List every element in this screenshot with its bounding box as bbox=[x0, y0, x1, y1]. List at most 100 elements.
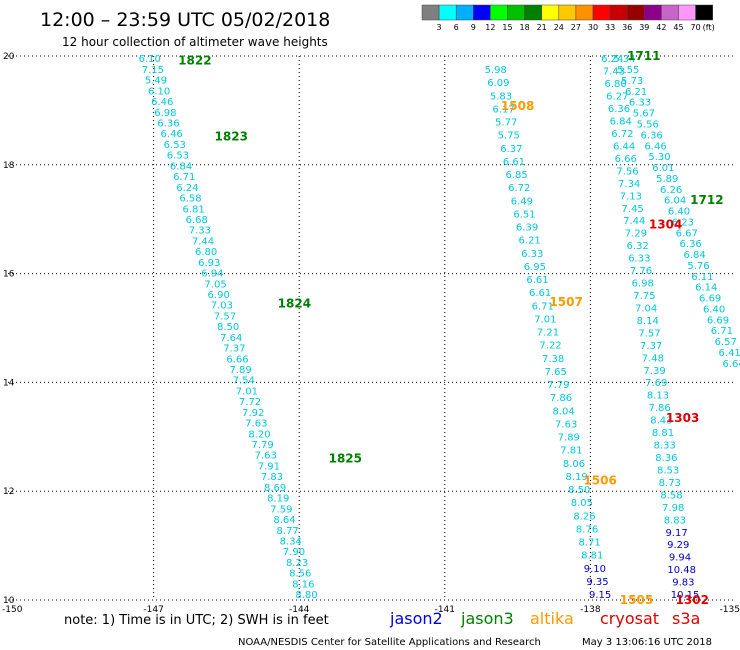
y-tick-label: 12 bbox=[3, 487, 14, 497]
colorbar-swatch bbox=[490, 4, 508, 21]
legend-altika: altika bbox=[530, 609, 574, 628]
wave-height-value: 8.50 bbox=[568, 485, 590, 496]
colorbar-tick: 3 bbox=[437, 23, 442, 32]
wave-height-value: 8.13 bbox=[647, 391, 669, 402]
colorbar-tick: 9 bbox=[471, 23, 476, 32]
wave-height-value: 8.06 bbox=[563, 459, 585, 470]
wave-height-value: 8.64 bbox=[273, 515, 295, 526]
wave-height-value: 8.81 bbox=[652, 428, 674, 439]
wave-height-value: 6.14 bbox=[695, 283, 717, 294]
colorbar-tick: 33 bbox=[605, 23, 615, 32]
colorbar-tick: 39 bbox=[639, 23, 649, 32]
wave-height-value: 6.40 bbox=[703, 304, 725, 315]
wave-height-value: 8.76 bbox=[576, 524, 598, 535]
wave-height-value: 7.92 bbox=[242, 408, 264, 419]
wave-height-value: 7.01 bbox=[236, 386, 258, 397]
colorbar-swatch bbox=[644, 4, 662, 21]
wave-height-value: 7.48 bbox=[642, 353, 664, 364]
wave-height-value: 6.61 bbox=[529, 288, 551, 299]
x-tick-label: -141 bbox=[435, 605, 455, 615]
orbit-time-label: 1508 bbox=[501, 99, 534, 113]
wave-height-value: 7.13 bbox=[620, 191, 642, 202]
wave-height-value: 9.29 bbox=[667, 540, 689, 551]
orbit-time-label: 1506 bbox=[583, 473, 616, 487]
wave-height-value: 6.17 bbox=[492, 104, 514, 115]
y-tick-label: 14 bbox=[3, 378, 15, 388]
wave-height-value: 8.16 bbox=[292, 579, 314, 590]
wave-height-value: 6.36 bbox=[608, 104, 630, 115]
wave-height-value: 6.64 bbox=[722, 359, 740, 370]
wave-height-value: 7.63 bbox=[245, 419, 267, 430]
wave-height-value: 7.54 bbox=[233, 376, 255, 387]
plot-grid bbox=[8, 55, 736, 601]
wave-height-value: 8.20 bbox=[248, 429, 270, 440]
colorbar-swatch bbox=[695, 4, 713, 21]
wave-height-tracks: 6.107.155.496.106.466.986.366.466.536.53… bbox=[139, 54, 740, 601]
wave-height-value: 7.56 bbox=[616, 166, 638, 177]
colorbar-swatch bbox=[575, 4, 594, 21]
orbit-time-label: 1823 bbox=[215, 130, 248, 144]
colorbar-tick: 30 bbox=[588, 23, 598, 32]
chart-subtitle: 12 hour collection of altimeter wave hei… bbox=[62, 35, 328, 49]
colorbar-swatch bbox=[507, 4, 525, 21]
wave-height-value: 6.23 bbox=[672, 217, 694, 228]
wave-height-value: 7.37 bbox=[640, 341, 662, 352]
wave-height-value: 6.94 bbox=[201, 269, 223, 280]
colorbar-swatch bbox=[524, 4, 542, 21]
axis-labels: -150 -147 -144 -141 -138 -135 10 12 14 16 18 20 bbox=[2, 52, 740, 615]
wave-height-value: 6.01 bbox=[652, 163, 674, 174]
x-tick-label: -147 bbox=[143, 605, 163, 615]
credit-line: NOAA/NESDIS Center for Satellite Applica… bbox=[238, 637, 541, 648]
wave-height-value: 6.84 bbox=[170, 161, 192, 172]
wave-height-value: 7.63 bbox=[255, 451, 277, 462]
wave-height-value: 8.05 bbox=[571, 498, 593, 509]
x-tick-label: -144 bbox=[289, 605, 310, 615]
wave-height-value: 10.15 bbox=[671, 590, 700, 601]
wave-height-value: 7.79 bbox=[251, 440, 273, 451]
wave-height-value: 6.27 bbox=[606, 92, 628, 103]
wave-height-value: 8.71 bbox=[579, 538, 601, 549]
wave-height-value: 5.98 bbox=[485, 65, 507, 76]
wave-height-value: 8.36 bbox=[655, 453, 677, 464]
wave-height-value: 6.98 bbox=[154, 108, 176, 119]
wave-height-value: 6.69 bbox=[699, 294, 721, 305]
wave-height-value: 6.09 bbox=[487, 78, 509, 89]
wave-height-value: 5.55 bbox=[617, 65, 639, 76]
wave-height-value: 7.33 bbox=[189, 226, 211, 237]
wave-height-value: 6.81 bbox=[182, 204, 204, 215]
wave-height-value: 6.24 bbox=[176, 183, 198, 194]
wave-height-value: 8.04 bbox=[552, 406, 574, 417]
wave-height-value: 6.66 bbox=[615, 154, 637, 165]
colorbar-tick: 36 bbox=[622, 23, 632, 32]
wave-height-value: 6.44 bbox=[613, 141, 635, 152]
wave-height-value: 8.43 bbox=[650, 416, 672, 427]
wave-height-value: 6.39 bbox=[516, 223, 538, 234]
wave-height-value: 6.61 bbox=[526, 275, 548, 286]
wave-height-value: 7.89 bbox=[230, 365, 252, 376]
wave-height-value: 7.83 bbox=[261, 472, 283, 483]
wave-height-value: 6.93 bbox=[198, 258, 220, 269]
orbit-time-label: 1505 bbox=[620, 593, 653, 607]
legend-cryosat: cryosat bbox=[600, 609, 659, 628]
y-tick-label: 20 bbox=[3, 52, 15, 62]
wave-height-value: 7.39 bbox=[643, 366, 665, 377]
wave-height-value: 6.46 bbox=[151, 97, 173, 108]
wave-height-value: 6.46 bbox=[644, 141, 666, 152]
wave-height-value: 7.81 bbox=[560, 446, 582, 457]
wave-height-value: 8.23 bbox=[286, 558, 308, 569]
wave-height-value: 5.49 bbox=[145, 76, 167, 87]
x-tick-label: -138 bbox=[580, 605, 601, 615]
wave-height-value: 8.81 bbox=[581, 551, 603, 562]
wave-height-value: 6.66 bbox=[226, 354, 248, 365]
wave-height-value: 7.69 bbox=[645, 378, 667, 389]
wave-height-value: 6.33 bbox=[521, 249, 543, 260]
wave-height-value: 7.15 bbox=[142, 65, 164, 76]
wave-height-value: 7.44 bbox=[192, 236, 214, 247]
wave-height-value: 7.57 bbox=[638, 328, 660, 339]
wave-height-value: 6.21 bbox=[519, 236, 541, 247]
wave-height-value: 6.72 bbox=[611, 129, 633, 140]
colorbar-swatch bbox=[609, 4, 628, 21]
wave-height-value: 7.57 bbox=[214, 311, 236, 322]
wave-height-value: 8.58 bbox=[660, 490, 682, 501]
